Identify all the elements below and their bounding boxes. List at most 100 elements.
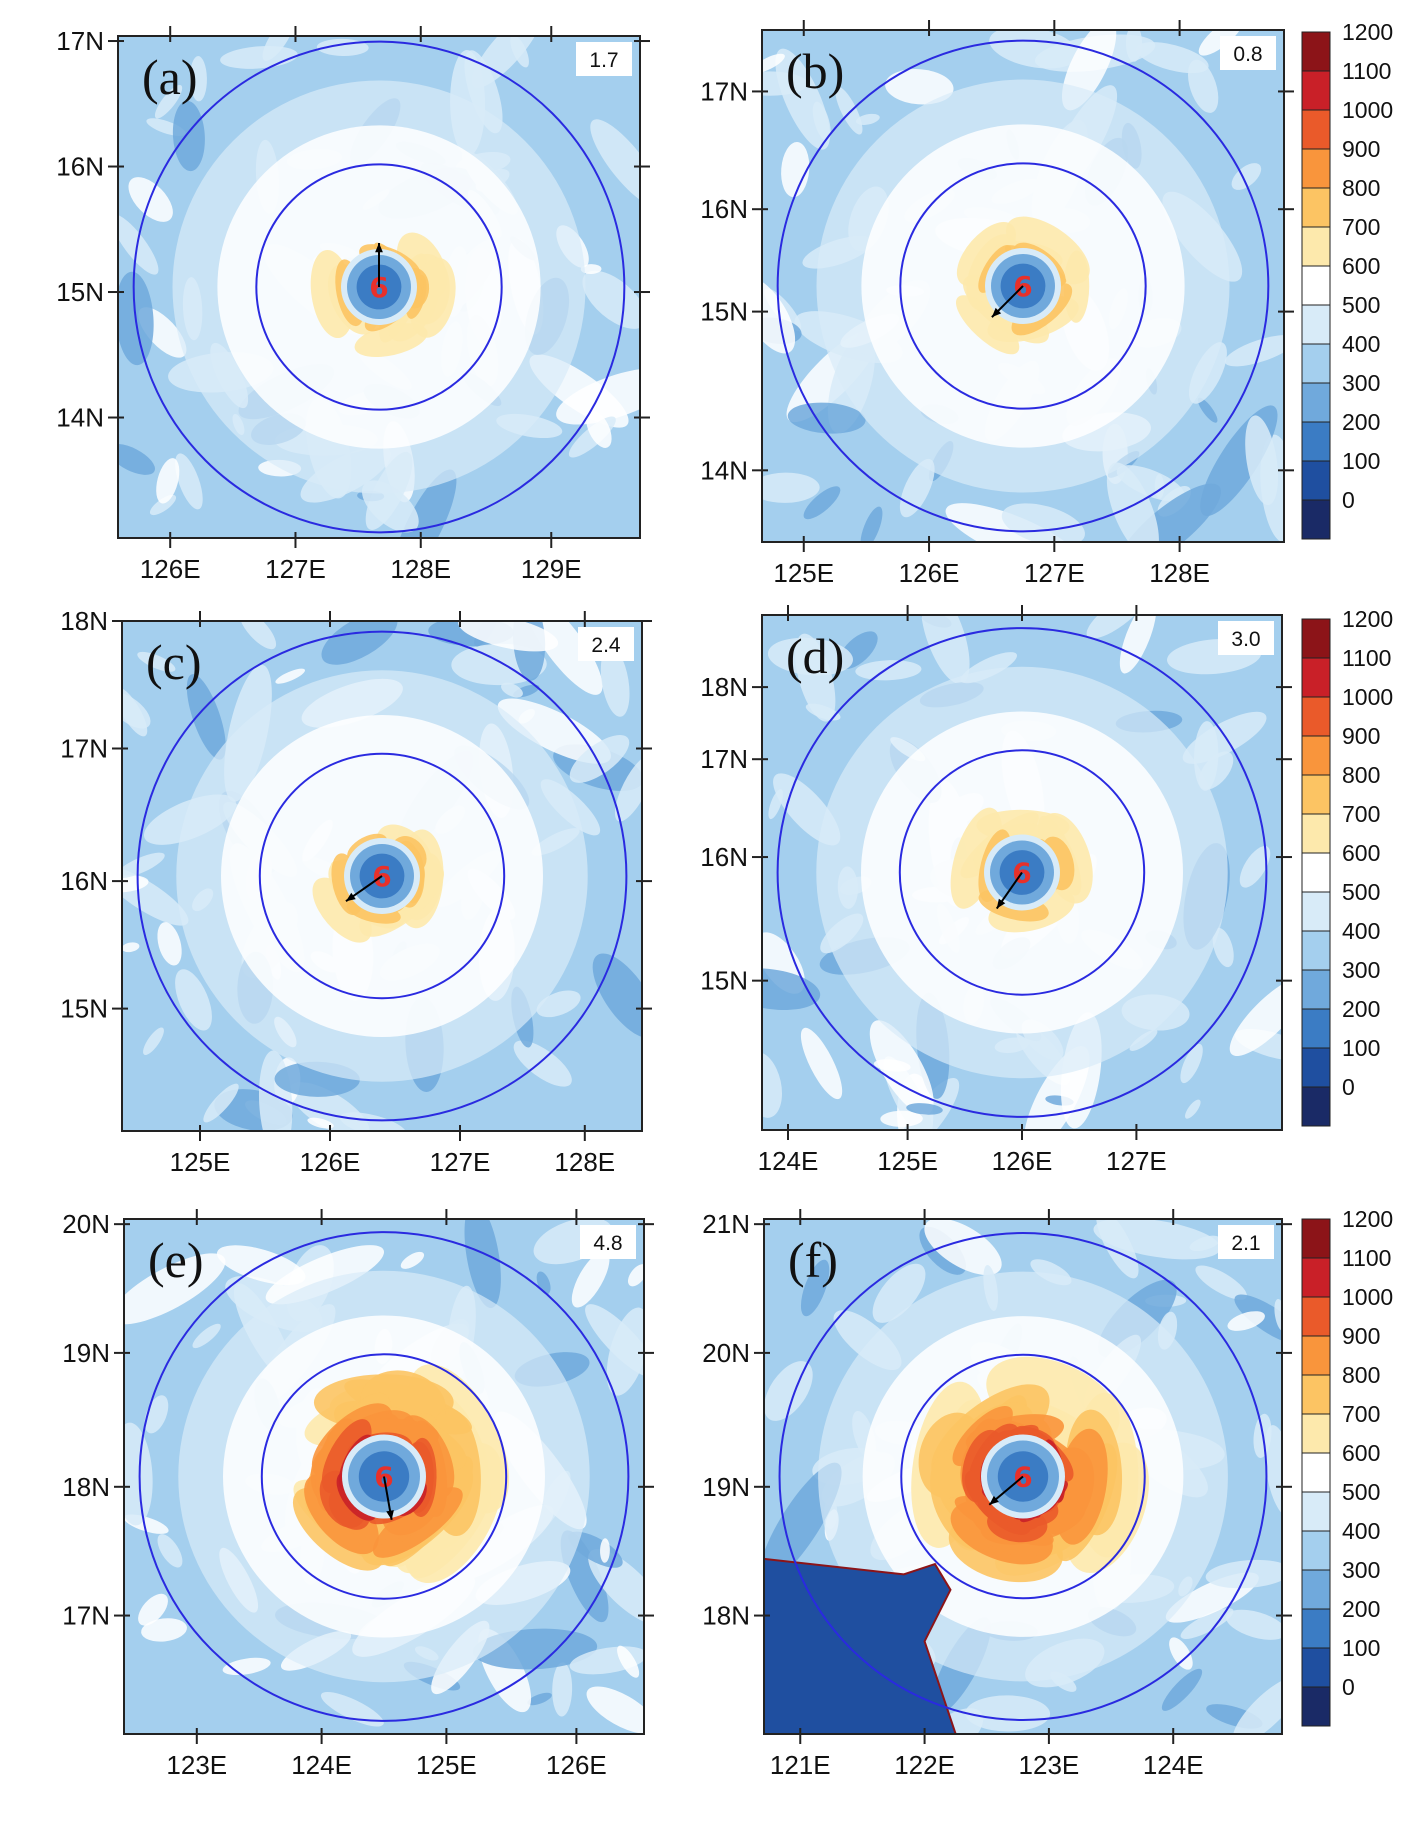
field-c: 6: [122, 621, 642, 1131]
colorbar-label: 900: [1342, 723, 1380, 749]
lat-tick-label: 20N: [62, 1209, 110, 1239]
colorbar-swatch: [1301, 813, 1331, 854]
colorbar-label: 800: [1342, 762, 1380, 788]
lon-tick-label: 127E: [1024, 558, 1085, 588]
lon-tick-label: 128E: [1149, 558, 1210, 588]
colorbar-label: 1200: [1342, 606, 1393, 632]
motion-arrowhead-icon: [345, 892, 356, 902]
colorbar-label: 0: [1342, 1074, 1355, 1100]
colorbar-label: 400: [1342, 918, 1380, 944]
colorbar-label: 100: [1342, 1635, 1380, 1661]
field-b: 6: [762, 30, 1284, 542]
lat-tick-label: 19N: [702, 1472, 750, 1502]
inner-ring: [900, 1353, 1146, 1600]
lon-tick-label: 127E: [265, 554, 326, 584]
colorbar-swatch: [1301, 343, 1331, 384]
lon-tick-label: 124E: [1143, 1750, 1204, 1780]
lon-tick-label: 126E: [546, 1750, 607, 1780]
lon-tick-label: 124E: [291, 1750, 352, 1780]
lon-tick-label: 127E: [1106, 1146, 1167, 1176]
lat-tick-label: 18N: [60, 606, 108, 636]
panel-b: 6(b) 0.8 17N 16N 15N 14N 125E 126E 127E 128E: [700, 20, 1294, 588]
colorbar-swatch: [1301, 187, 1331, 228]
speed-box: [1218, 621, 1274, 655]
colorbar-label: 500: [1342, 879, 1380, 905]
lon-tick-label: 123E: [1019, 1750, 1080, 1780]
colorbar-label: 900: [1342, 136, 1380, 162]
panel-letter: (d): [786, 628, 844, 684]
lat-tick-label: 18N: [700, 672, 748, 702]
speed-box: [576, 42, 632, 76]
translation-speed: 3.0: [1231, 628, 1260, 651]
lon-tick-label: 127E: [430, 1147, 491, 1177]
speed-box: [578, 627, 634, 661]
colorbar-swatch: [1301, 31, 1331, 72]
outer-ring: [138, 1231, 630, 1722]
colorbar: 0 100 200 300 400 500 600 700 800 900 1000 1100 1200: [1301, 19, 1393, 540]
panel-frame: [761, 29, 1285, 543]
colorbar-swatch: [1301, 1530, 1331, 1571]
lat-tick-label: 15N: [60, 994, 108, 1024]
speed-box: [580, 1225, 636, 1259]
lat-tick-label: 15N: [700, 966, 748, 996]
colorbar-label: 600: [1342, 253, 1380, 279]
panel-e: 6(e) 4.8 20N 19N 18N 17N 123E 124E 125E 126E: [62, 1209, 654, 1780]
lon-tick-label: 121E: [770, 1750, 831, 1780]
colorbar-swatch: [1301, 969, 1331, 1010]
panel-frame: [121, 620, 643, 1132]
colorbar-swatch: [1301, 382, 1331, 423]
translation-speed: 1.7: [589, 49, 618, 72]
lon-tick-label: 125E: [416, 1750, 477, 1780]
translation-speed: 4.8: [593, 1232, 622, 1255]
colorbar-swatch: [1301, 696, 1331, 737]
colorbar-swatch: [1301, 460, 1331, 501]
colorbar-swatch: [1301, 1218, 1331, 1259]
colorbar-label: 600: [1342, 1440, 1380, 1466]
speed-box: [1220, 36, 1276, 70]
lon-tick-label: 124E: [758, 1146, 819, 1176]
motion-arrowhead-icon: [989, 1495, 999, 1505]
translation-speed: 2.1: [1231, 1232, 1260, 1255]
lat-tick-label: 15N: [700, 297, 748, 327]
lon-tick-label: 128E: [390, 554, 451, 584]
speed-box: [1218, 1225, 1274, 1259]
colorbar-label: 200: [1342, 1596, 1380, 1622]
lon-tick-label: 123E: [166, 1750, 227, 1780]
lon-tick-label: 126E: [992, 1146, 1053, 1176]
colorbar-label: 100: [1342, 1035, 1380, 1061]
colorbar-swatch: [1301, 891, 1331, 932]
colorbar-label: 500: [1342, 1479, 1380, 1505]
colorbar-label: 1000: [1342, 684, 1393, 710]
motion-arrowhead-icon: [991, 307, 1002, 318]
colorbar-swatch: [1301, 1296, 1331, 1337]
colorbar-label: 300: [1342, 957, 1380, 983]
colorbar-label: 0: [1342, 1674, 1355, 1700]
outer-ring: [778, 1232, 1268, 1721]
panel-f: 6(f) 2.1 21N 20N 19N 18N 121E 122E 123E 124E: [702, 1209, 1292, 1780]
panel-frame: [123, 1218, 645, 1735]
colorbar-swatch: [1301, 735, 1331, 776]
field-f: 6: [764, 1219, 1282, 1734]
colorbar-swatch: [1301, 1569, 1331, 1610]
colorbar-swatch: [1301, 1257, 1331, 1298]
lat-tick-label: 19N: [62, 1338, 110, 1368]
lat-tick-label: 16N: [700, 842, 748, 872]
colorbar-label: 700: [1342, 214, 1380, 240]
colorbar-swatch: [1301, 499, 1331, 540]
colorbar-label: 800: [1342, 1362, 1380, 1388]
colorbar-swatch: [1301, 1491, 1331, 1532]
colorbar-label: 1100: [1342, 645, 1391, 671]
lat-tick-label: 21N: [702, 1209, 750, 1239]
lon-tick-label: 126E: [899, 558, 960, 588]
colorbar-label: 200: [1342, 409, 1380, 435]
lat-tick-label: 16N: [60, 866, 108, 896]
typhoon-symbol-icon: 6: [369, 271, 388, 304]
colorbar-label: 1200: [1342, 1206, 1393, 1232]
colorbar-swatch: [1301, 774, 1331, 815]
panel-letter: (a): [142, 49, 198, 105]
lon-tick-label: 126E: [140, 554, 201, 584]
lat-tick-label: 17N: [700, 744, 748, 774]
colorbar-swatch: [1301, 657, 1331, 698]
inner-ring: [260, 1353, 508, 1600]
colorbar-label: 500: [1342, 292, 1380, 318]
